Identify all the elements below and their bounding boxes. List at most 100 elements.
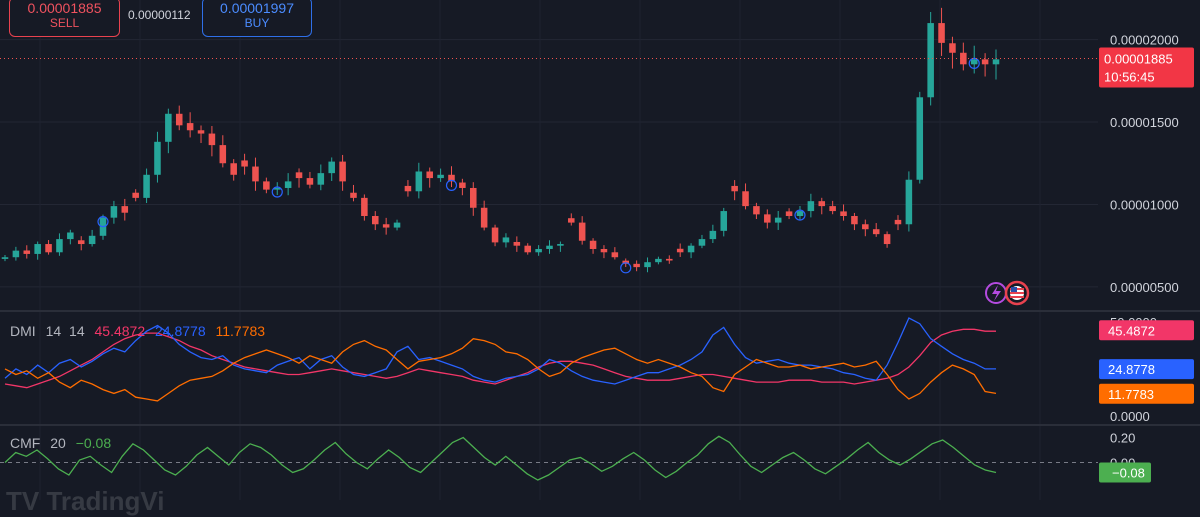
candle-body xyxy=(938,23,945,43)
current-price-label: 0.00001885 xyxy=(1104,52,1173,67)
candle-body xyxy=(981,59,989,65)
candle-body xyxy=(45,244,52,253)
candle-body xyxy=(263,181,270,190)
dmi-adx-line xyxy=(4,328,996,389)
dmi-param-2: 14 xyxy=(69,323,85,339)
dmi-value-badge xyxy=(1099,359,1194,380)
candle-body xyxy=(197,130,205,134)
candle-body xyxy=(731,185,738,192)
buy-price: 0.00001997 xyxy=(220,0,294,16)
us-flag-event-icon[interactable] xyxy=(1004,280,1030,306)
sell-button[interactable]: 0.00001885 SELL xyxy=(9,0,120,37)
dmi-badge-label: 24.8778 xyxy=(1108,362,1155,377)
candle-body xyxy=(67,232,74,240)
dmi-badge-label: 11.7783 xyxy=(1108,387,1154,402)
event-marker[interactable] xyxy=(97,216,109,228)
candle-body xyxy=(175,113,183,126)
candle-body xyxy=(437,174,444,179)
candle-body xyxy=(524,245,531,253)
cmf-param: 20 xyxy=(50,435,66,451)
candle-body xyxy=(894,219,902,225)
dmi-value-badge xyxy=(1099,383,1194,404)
candle-body xyxy=(905,179,913,225)
event-marker[interactable] xyxy=(794,209,806,221)
price-tick-label: 0.00000500 xyxy=(1110,280,1179,295)
spread-value: 0.00000112 xyxy=(128,8,191,22)
candle-body xyxy=(110,206,118,218)
cmf-badge-label: −0.08 xyxy=(1112,466,1145,481)
candle-body xyxy=(655,258,662,263)
sell-price: 0.00001885 xyxy=(27,0,102,16)
candle-body xyxy=(513,241,521,246)
candle-body xyxy=(470,187,477,208)
dmi-legend[interactable]: DMI 14 14 45.4872 24.8778 11.7783 xyxy=(10,323,271,339)
candle-body xyxy=(306,178,314,185)
candle-body xyxy=(77,240,85,245)
candle-body xyxy=(165,113,172,142)
candle-body xyxy=(883,234,891,245)
candle-body xyxy=(807,201,815,212)
candle-body xyxy=(404,185,412,192)
flash-news-icon[interactable] xyxy=(985,282,1007,304)
event-marker[interactable] xyxy=(620,262,632,274)
candle-body xyxy=(644,262,651,268)
candle-body xyxy=(371,216,379,225)
candle-body xyxy=(12,250,20,258)
candle-body xyxy=(851,216,858,225)
candle-body xyxy=(361,197,368,217)
dmi-minus-line xyxy=(4,338,997,402)
candle-body xyxy=(208,133,216,146)
candle-body xyxy=(785,211,793,217)
event-marker[interactable] xyxy=(271,186,283,198)
chart-canvas[interactable]: 0.00002000 0.00001500 0.00001000 0.00000500… xyxy=(0,0,1200,500)
candle-body xyxy=(459,182,466,188)
candle-body xyxy=(840,211,847,217)
candle-body xyxy=(949,43,956,53)
candle-body xyxy=(633,263,640,268)
candle-body xyxy=(1,257,9,259)
candle-body xyxy=(742,191,749,207)
candle-body xyxy=(143,174,150,198)
candle-body xyxy=(818,201,826,207)
dmi-title: DMI xyxy=(10,323,36,339)
candle-body xyxy=(546,245,553,249)
dmi-tick-label: 0.0000 xyxy=(1110,409,1150,424)
candle-body xyxy=(230,163,237,175)
event-marker[interactable] xyxy=(968,57,980,69)
candle-body xyxy=(676,248,684,253)
candle-body xyxy=(916,97,924,180)
candle-body xyxy=(698,239,706,246)
candle-body xyxy=(273,187,281,190)
candle-body xyxy=(764,214,771,223)
dmi-plus-line xyxy=(4,317,996,385)
candle-body xyxy=(491,227,499,243)
candle-body xyxy=(862,224,869,230)
candle-body xyxy=(960,52,967,65)
candle-body xyxy=(720,211,728,231)
buy-label: BUY xyxy=(244,16,270,30)
candle-body xyxy=(382,224,390,228)
candle-body xyxy=(295,172,303,179)
candle-body xyxy=(393,222,401,228)
price-tick-label: 0.00002000 xyxy=(1110,33,1179,48)
dmi-badge-label: 45.4872 xyxy=(1108,323,1155,338)
candle-body xyxy=(600,248,608,253)
candle-body xyxy=(56,239,63,253)
candle-body xyxy=(872,229,880,235)
cmf-value: −0.08 xyxy=(75,435,112,451)
candle-body xyxy=(350,192,357,198)
candle-body xyxy=(241,160,248,167)
candle-body xyxy=(252,166,259,182)
candle-body xyxy=(502,237,510,243)
candle-body xyxy=(415,171,423,192)
event-marker[interactable] xyxy=(445,179,458,191)
candle-body xyxy=(970,59,978,65)
candle-body xyxy=(186,123,194,131)
buy-button[interactable]: 0.00001997 BUY xyxy=(202,0,312,37)
candle-body xyxy=(589,240,597,249)
cmf-tick-label: 0.20 xyxy=(1110,431,1135,446)
candle-body xyxy=(774,217,782,223)
candle-body xyxy=(557,244,564,246)
cmf-legend[interactable]: CMF 20 −0.08 xyxy=(10,435,117,451)
candle-body xyxy=(317,173,325,185)
